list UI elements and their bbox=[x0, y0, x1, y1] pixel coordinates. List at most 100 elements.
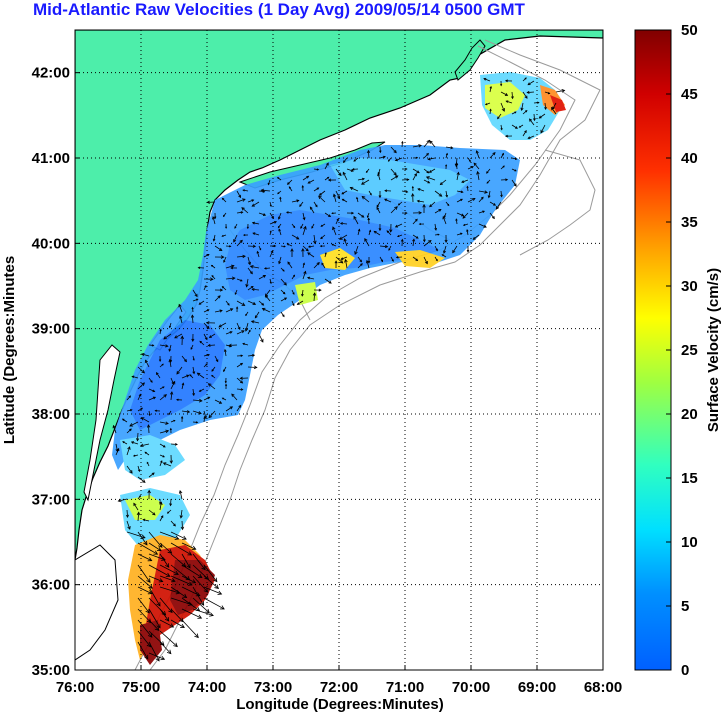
velocity-arrow-head bbox=[504, 79, 508, 83]
velocity-arrow bbox=[169, 359, 172, 368]
velocity-arrow-head bbox=[427, 157, 431, 161]
velocity-arrow-head bbox=[174, 442, 178, 446]
velocity-arrow-head bbox=[296, 236, 300, 240]
velocity-arrow-head bbox=[213, 216, 217, 220]
velocity-arrow bbox=[500, 190, 503, 197]
velocity-arrow-head bbox=[229, 331, 233, 334]
velocity-arrow bbox=[174, 333, 183, 339]
velocity-arrow bbox=[141, 417, 150, 423]
velocity-arrow-head bbox=[389, 229, 393, 233]
velocity-arrow-head bbox=[165, 421, 169, 425]
velocity-arrow-head bbox=[169, 623, 175, 628]
velocity-arrow-head bbox=[250, 285, 254, 289]
velocity-arrow bbox=[203, 254, 210, 258]
velocity-arrow-head bbox=[211, 369, 214, 372]
colorbar-tick-label: 25 bbox=[681, 342, 698, 359]
velocity-arrow bbox=[148, 619, 160, 631]
velocity-arrow-head bbox=[145, 608, 150, 614]
velocity-arrow-head bbox=[252, 301, 257, 305]
y-tick-label: 36:00 bbox=[32, 577, 70, 594]
velocity-arrow-head bbox=[179, 515, 183, 519]
velocity-arrow bbox=[386, 230, 392, 236]
velocity-arrow-head bbox=[230, 308, 234, 312]
colorbar-tick-label: 15 bbox=[681, 470, 698, 487]
lat-lon-grid bbox=[75, 30, 603, 670]
velocity-arrow-head bbox=[354, 251, 358, 256]
velocity-arrow bbox=[148, 509, 156, 516]
velocity-arrow-head bbox=[125, 514, 129, 518]
velocity-arrow bbox=[280, 297, 287, 302]
velocity-arrow-head bbox=[116, 447, 120, 452]
velocity-arrow-head bbox=[229, 406, 234, 410]
velocity-arrow-head bbox=[427, 239, 432, 244]
velocity-arrow-head bbox=[504, 93, 509, 96]
velocity-arrow-head bbox=[287, 261, 291, 265]
velocity-arrow bbox=[181, 608, 202, 619]
velocity-arrow bbox=[456, 172, 459, 181]
velocity-arrow bbox=[214, 399, 222, 404]
velocity-arrow bbox=[434, 190, 442, 197]
velocity-arrow-head bbox=[515, 126, 518, 129]
velocity-arrow bbox=[269, 212, 274, 219]
velocity-arrow bbox=[522, 91, 528, 99]
velocity-arrow-head bbox=[493, 203, 497, 206]
velocity-arrow bbox=[137, 394, 142, 401]
velocity-arrow bbox=[423, 153, 429, 159]
velocity-arrow bbox=[179, 490, 183, 500]
velocity-arrow bbox=[307, 179, 315, 184]
velocity-arrow-head bbox=[147, 557, 153, 562]
velocity-arrow-head bbox=[425, 176, 430, 180]
velocity-arrow-head bbox=[205, 608, 210, 614]
velocity-arrow bbox=[291, 200, 299, 203]
velocity-arrow bbox=[126, 465, 133, 474]
velocity-arrow-head bbox=[466, 249, 470, 253]
velocity-arrow-head bbox=[165, 429, 170, 434]
velocity-arrow-head bbox=[197, 573, 203, 578]
velocity-arrow bbox=[203, 564, 218, 582]
velocity-arrow-head bbox=[158, 578, 164, 583]
velocity-arrow-head bbox=[331, 212, 334, 215]
velocity-arrow-head bbox=[233, 239, 237, 243]
velocity-arrow-head bbox=[416, 170, 420, 174]
velocity-arrow-head bbox=[190, 314, 195, 318]
velocity-arrow bbox=[324, 278, 332, 284]
velocity-arrow-head bbox=[486, 171, 489, 174]
velocity-arrow-head bbox=[378, 228, 382, 232]
velocity-arrow bbox=[137, 575, 153, 589]
velocity-arrow bbox=[148, 388, 155, 392]
velocity-arrow-head bbox=[162, 444, 166, 448]
velocity-arrow-head bbox=[165, 563, 170, 568]
velocity-arrow-head bbox=[129, 428, 132, 432]
velocity-arrow-head bbox=[208, 414, 213, 419]
velocity-arrow-head bbox=[443, 215, 446, 218]
velocity-arrow bbox=[366, 260, 370, 269]
velocity-arrow-head bbox=[353, 159, 356, 162]
velocity-arrow bbox=[133, 503, 139, 511]
velocity-arrow bbox=[251, 320, 260, 324]
velocity-arrow bbox=[192, 575, 208, 593]
velocity-arrow bbox=[390, 206, 398, 214]
velocity-arrow bbox=[252, 222, 260, 225]
velocity-arrow-head bbox=[386, 230, 390, 233]
velocity-arrow-head bbox=[180, 623, 185, 628]
velocity-arrow-head bbox=[417, 188, 421, 191]
velocity-arrow-head bbox=[241, 302, 246, 306]
velocity-arrow bbox=[357, 212, 364, 218]
velocity-arrow-head bbox=[514, 111, 517, 114]
velocity-arrow bbox=[258, 300, 264, 306]
velocity-arrow-head bbox=[217, 590, 223, 595]
velocity-arrow bbox=[341, 190, 348, 195]
velocity-arrow bbox=[412, 234, 419, 239]
velocity-arrow-head bbox=[263, 267, 267, 270]
velocity-arrow-head bbox=[139, 443, 144, 448]
velocity-arrow-head bbox=[435, 259, 438, 262]
velocity-arrow bbox=[214, 295, 221, 302]
velocity-arrow bbox=[318, 195, 326, 203]
velocity-arrow bbox=[137, 641, 149, 660]
velocity-arrow-head bbox=[277, 225, 280, 229]
velocity-arrow-head bbox=[395, 256, 399, 259]
velocity-arrow-head bbox=[240, 388, 244, 391]
velocity-arrow bbox=[159, 515, 164, 522]
velocity-arrow bbox=[445, 190, 448, 198]
velocity-arrow bbox=[236, 255, 246, 258]
